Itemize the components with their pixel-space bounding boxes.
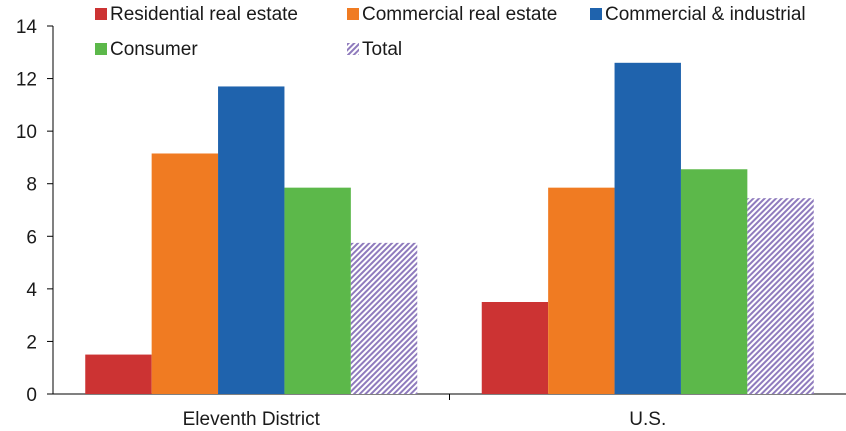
labels: 0 2 4 6 8 10 12 14 Eleventh District U.S. — [16, 17, 666, 430]
y-tick-label: 6 — [26, 227, 37, 248]
y-tick-label: 8 — [26, 175, 37, 196]
legend-swatch — [347, 8, 359, 20]
category-label: U.S. — [629, 409, 666, 430]
bar-commercial-real-estate-1 — [548, 187, 615, 394]
legend-label: Residential real estate — [110, 4, 298, 25]
y-tick-label: 10 — [16, 122, 37, 143]
legend-swatch — [95, 43, 107, 55]
legend-label: Total — [362, 39, 402, 60]
legend-label: Consumer — [110, 39, 198, 60]
legend-swatch — [590, 8, 602, 20]
y-tick-label: 4 — [26, 280, 37, 301]
bar-residential-real-estate-0 — [85, 354, 152, 394]
bar-total-1 — [747, 198, 814, 394]
bar-commercial-industrial-1 — [614, 62, 681, 395]
category-label: Eleventh District — [183, 409, 321, 430]
bar-total-0 — [350, 242, 418, 394]
legend: Residential real estate Commercial real e… — [95, 4, 806, 60]
legend-label: Commercial real estate — [362, 4, 557, 25]
y-tick-label: 12 — [16, 70, 37, 91]
bar-commercial-real-estate-0 — [151, 153, 219, 394]
bars — [85, 62, 814, 395]
bar-consumer-1 — [680, 169, 748, 394]
legend-label: Commercial & industrial — [605, 4, 806, 25]
y-tick-label: 14 — [16, 17, 38, 38]
bar-residential-real-estate-1 — [481, 302, 549, 394]
y-tick-label: 2 — [26, 332, 37, 353]
legend-swatch — [95, 8, 107, 20]
bar-commercial-industrial-0 — [218, 86, 285, 394]
legend-swatch — [347, 43, 359, 55]
bar-consumer-0 — [284, 187, 351, 394]
y-tick-label: 0 — [26, 385, 37, 406]
